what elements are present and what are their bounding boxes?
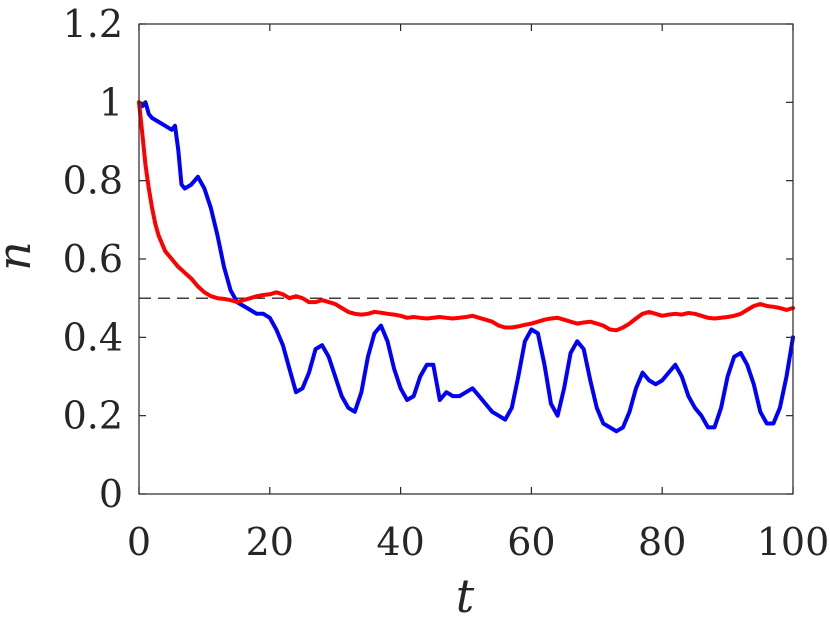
x-axis-label: t	[456, 569, 475, 623]
x-tick-label: 60	[507, 520, 555, 564]
y-axis-label: n	[0, 241, 41, 271]
y-tick-label: 0.6	[63, 237, 123, 281]
y-axis-ticks: 0 0.2 0.4 0.6 0.8 1 1.2	[63, 2, 793, 516]
x-tick-label: 20	[246, 520, 294, 564]
x-tick-label: 40	[376, 520, 424, 564]
x-tick-label: 100	[757, 520, 830, 564]
x-axis-ticks: 0 20 40 60 80 100	[127, 24, 829, 564]
y-tick-label: 0.2	[63, 394, 123, 438]
y-tick-label: 1.2	[63, 2, 123, 46]
axes-frame	[138, 23, 794, 495]
series-line-1	[137, 100, 795, 434]
y-tick-label: 0.4	[63, 315, 123, 359]
y-tick-label: 0.8	[63, 159, 123, 203]
y-tick-label: 0	[99, 472, 123, 516]
plot-area	[137, 23, 795, 495]
series-line-2	[137, 100, 795, 333]
x-tick-label: 0	[127, 520, 151, 564]
x-tick-label: 80	[638, 520, 686, 564]
y-tick-label: 1	[99, 80, 123, 124]
